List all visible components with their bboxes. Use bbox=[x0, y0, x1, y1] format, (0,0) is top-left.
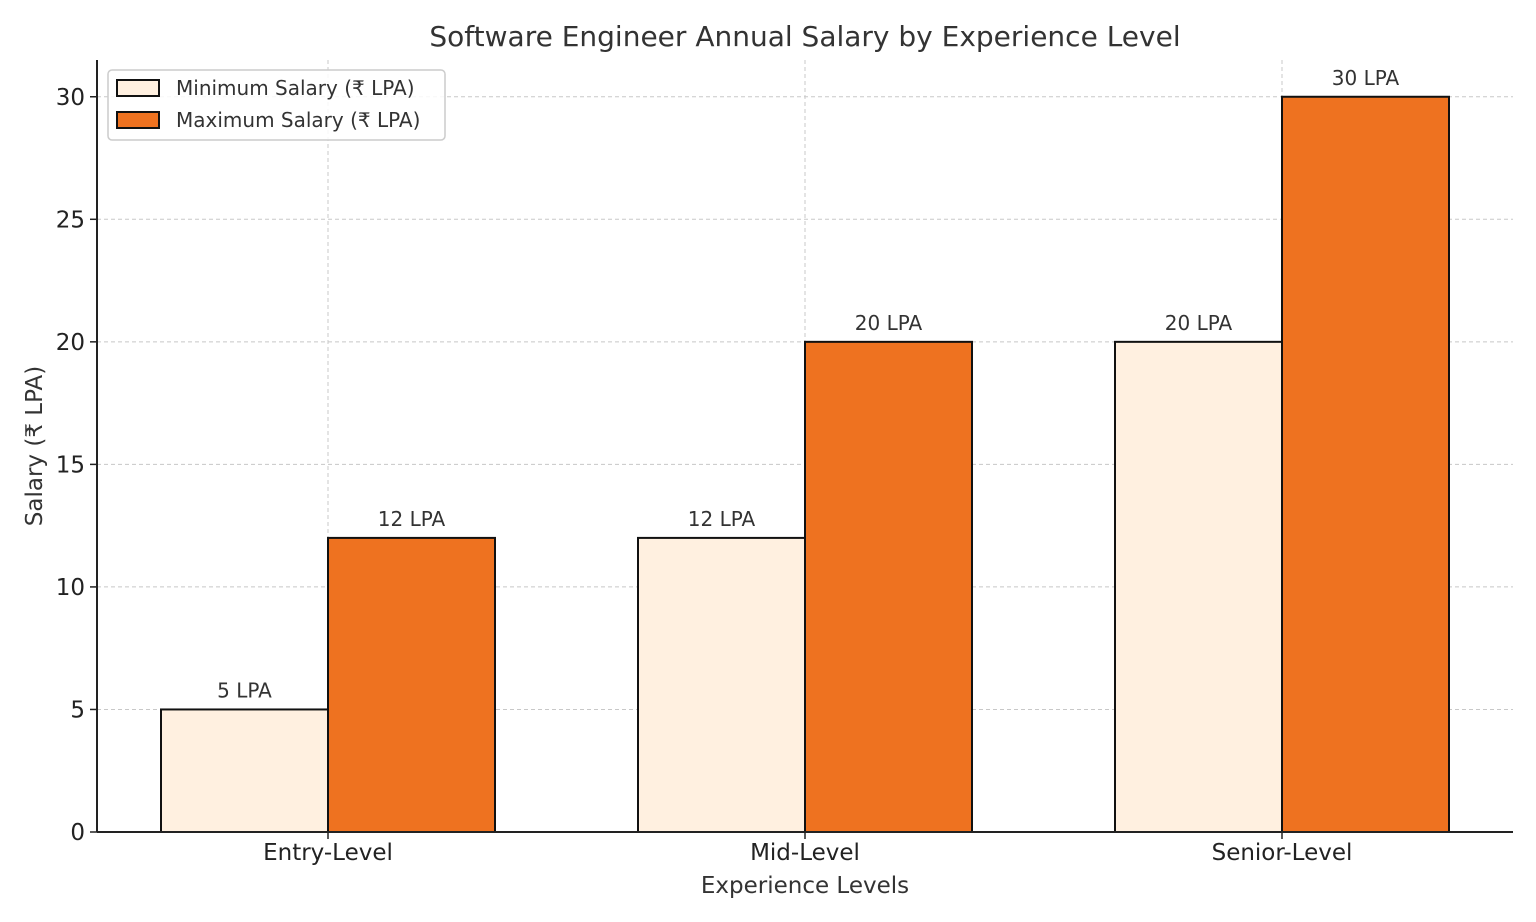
chart-title: Software Engineer Annual Salary by Exper… bbox=[429, 20, 1180, 53]
y-tick-label: 15 bbox=[56, 452, 85, 478]
data-labels-layer: 5 LPA 12 LPA 20 LPA 12 LPA 20 LPA 30 LPA bbox=[217, 66, 1399, 703]
x-tick-label: Entry-Level bbox=[263, 840, 393, 866]
legend: Minimum Salary (₹ LPA) Maximum Salary (₹ … bbox=[107, 69, 446, 141]
data-label: 12 LPA bbox=[688, 507, 756, 531]
bar-minimum bbox=[1114, 340, 1283, 833]
x-tick-label: Senior-Level bbox=[1212, 840, 1353, 866]
data-label: 5 LPA bbox=[217, 678, 272, 702]
x-axis-title: Experience Levels bbox=[701, 873, 909, 899]
y-tick-label: 30 bbox=[56, 85, 85, 111]
x-tick-label: Mid-Level bbox=[750, 840, 860, 866]
data-label: 30 LPA bbox=[1332, 66, 1400, 90]
legend-swatch bbox=[116, 79, 160, 97]
y-axis-title: Salary (₹ LPA) bbox=[22, 366, 48, 526]
legend-label: Maximum Salary (₹ LPA) bbox=[176, 108, 420, 132]
legend-swatch bbox=[116, 111, 160, 129]
data-label: 12 LPA bbox=[378, 507, 446, 531]
y-tick-label: 0 bbox=[70, 820, 85, 846]
data-label: 20 LPA bbox=[855, 311, 923, 335]
bar-minimum bbox=[637, 536, 806, 834]
y-tick-label: 20 bbox=[56, 330, 85, 356]
legend-label: Minimum Salary (₹ LPA) bbox=[176, 76, 415, 100]
y-tick-label: 10 bbox=[56, 575, 85, 601]
bars-layer bbox=[160, 95, 1450, 834]
bar-minimum bbox=[160, 708, 329, 834]
bar-maximum bbox=[1281, 95, 1450, 833]
y-tick-label: 25 bbox=[56, 207, 85, 233]
bar-maximum bbox=[804, 340, 973, 833]
y-tick-label: 5 bbox=[70, 697, 85, 723]
legend-box bbox=[107, 69, 446, 141]
bar-maximum bbox=[327, 536, 496, 834]
data-label: 20 LPA bbox=[1165, 311, 1233, 335]
axes-layer: 0 5 10 15 20 25 30 Entry-Level Mid-Level Senior-L… bbox=[56, 60, 1513, 866]
